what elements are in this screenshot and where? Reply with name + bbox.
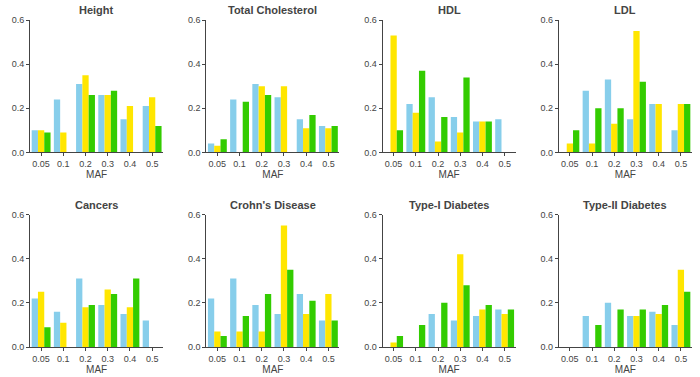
svg-text:0.6: 0.6 <box>364 210 377 220</box>
svg-text:0.05: 0.05 <box>561 354 579 364</box>
svg-text:0.0: 0.0 <box>12 148 25 158</box>
svg-text:0.1: 0.1 <box>586 354 599 364</box>
svg-text:0.2: 0.2 <box>79 354 92 364</box>
svg-text:0.05: 0.05 <box>561 159 579 169</box>
svg-text:0.2: 0.2 <box>432 354 445 364</box>
svg-text:MAF: MAF <box>615 364 636 375</box>
svg-text:0.5: 0.5 <box>146 354 159 364</box>
svg-text:0.1: 0.1 <box>410 354 423 364</box>
svg-text:0.5: 0.5 <box>498 354 511 364</box>
svg-text:MAF: MAF <box>86 169 107 180</box>
svg-text:0.4: 0.4 <box>476 159 489 169</box>
svg-text:0.4: 0.4 <box>12 254 25 264</box>
svg-text:0.2: 0.2 <box>364 298 377 308</box>
svg-text:0.4: 0.4 <box>124 354 137 364</box>
svg-text:MAF: MAF <box>262 364 283 375</box>
svg-text:MAF: MAF <box>439 169 460 180</box>
svg-text:0.2: 0.2 <box>12 298 25 308</box>
svg-text:0.0: 0.0 <box>188 342 201 352</box>
svg-text:0.0: 0.0 <box>540 148 553 158</box>
svg-text:0.2: 0.2 <box>188 103 201 113</box>
svg-text:0.05: 0.05 <box>209 159 227 169</box>
svg-text:0.2: 0.2 <box>540 103 553 113</box>
svg-text:0.05: 0.05 <box>32 354 50 364</box>
svg-text:0.3: 0.3 <box>454 159 467 169</box>
svg-text:0.0: 0.0 <box>364 342 377 352</box>
svg-text:0.05: 0.05 <box>385 159 403 169</box>
svg-text:0.4: 0.4 <box>124 159 137 169</box>
svg-text:0.05: 0.05 <box>209 354 227 364</box>
svg-text:0.4: 0.4 <box>540 254 553 264</box>
svg-text:0.4: 0.4 <box>12 59 25 69</box>
svg-text:0.3: 0.3 <box>630 354 643 364</box>
svg-text:0.4: 0.4 <box>300 354 313 364</box>
svg-text:LDL: LDL <box>614 4 636 16</box>
svg-text:0.4: 0.4 <box>364 59 377 69</box>
svg-text:0.4: 0.4 <box>652 159 665 169</box>
svg-text:0.4: 0.4 <box>188 59 201 69</box>
svg-text:Height: Height <box>79 4 114 16</box>
svg-text:0.2: 0.2 <box>188 298 201 308</box>
svg-text:0.3: 0.3 <box>278 159 291 169</box>
svg-text:0.1: 0.1 <box>57 354 70 364</box>
svg-text:0.2: 0.2 <box>432 159 445 169</box>
svg-text:MAF: MAF <box>262 169 283 180</box>
svg-text:Total Cholesterol: Total Cholesterol <box>228 4 317 16</box>
svg-text:0.2: 0.2 <box>12 103 25 113</box>
svg-text:0.4: 0.4 <box>188 254 201 264</box>
svg-text:0.6: 0.6 <box>540 15 553 25</box>
svg-text:0.3: 0.3 <box>630 159 643 169</box>
svg-text:0.2: 0.2 <box>364 103 377 113</box>
svg-text:0.5: 0.5 <box>322 354 335 364</box>
svg-text:MAF: MAF <box>615 169 636 180</box>
svg-text:0.6: 0.6 <box>364 15 377 25</box>
svg-text:0.5: 0.5 <box>675 159 688 169</box>
svg-text:Crohn's Disease: Crohn's Disease <box>230 199 316 211</box>
svg-text:0.05: 0.05 <box>385 354 403 364</box>
svg-text:0.3: 0.3 <box>278 354 291 364</box>
svg-text:0.6: 0.6 <box>188 210 201 220</box>
svg-text:0.3: 0.3 <box>454 354 467 364</box>
svg-text:0.4: 0.4 <box>364 254 377 264</box>
svg-text:0.3: 0.3 <box>101 354 114 364</box>
svg-text:MAF: MAF <box>439 364 460 375</box>
svg-text:0.1: 0.1 <box>57 159 70 169</box>
svg-text:0.4: 0.4 <box>540 59 553 69</box>
svg-text:0.3: 0.3 <box>101 159 114 169</box>
svg-text:0.6: 0.6 <box>540 210 553 220</box>
svg-text:0.1: 0.1 <box>233 159 246 169</box>
svg-text:Type-I Diabetes: Type-I Diabetes <box>409 199 490 211</box>
svg-text:0.5: 0.5 <box>498 159 511 169</box>
svg-text:0.2: 0.2 <box>256 354 269 364</box>
svg-text:0.5: 0.5 <box>322 159 335 169</box>
svg-text:HDL: HDL <box>438 4 461 16</box>
svg-text:0.2: 0.2 <box>608 354 621 364</box>
svg-text:0.2: 0.2 <box>540 298 553 308</box>
svg-text:0.4: 0.4 <box>300 159 313 169</box>
svg-text:0.0: 0.0 <box>12 342 25 352</box>
svg-text:0.4: 0.4 <box>652 354 665 364</box>
svg-text:0.4: 0.4 <box>476 354 489 364</box>
svg-text:MAF: MAF <box>86 364 107 375</box>
svg-text:0.1: 0.1 <box>586 159 599 169</box>
svg-text:0.0: 0.0 <box>188 148 201 158</box>
svg-text:0.6: 0.6 <box>12 210 25 220</box>
svg-text:0.2: 0.2 <box>608 159 621 169</box>
svg-text:0.2: 0.2 <box>79 159 92 169</box>
svg-text:Cancers: Cancers <box>75 199 118 211</box>
svg-text:Type-II Diabetes: Type-II Diabetes <box>583 199 667 211</box>
svg-text:0.5: 0.5 <box>146 159 159 169</box>
svg-text:0.0: 0.0 <box>364 148 377 158</box>
svg-text:0.2: 0.2 <box>256 159 269 169</box>
svg-text:0.0: 0.0 <box>540 342 553 352</box>
svg-text:0.5: 0.5 <box>675 354 688 364</box>
svg-text:0.1: 0.1 <box>410 159 423 169</box>
svg-text:0.6: 0.6 <box>188 15 201 25</box>
svg-text:0.1: 0.1 <box>233 354 246 364</box>
svg-text:0.6: 0.6 <box>12 15 25 25</box>
svg-text:0.05: 0.05 <box>32 159 50 169</box>
